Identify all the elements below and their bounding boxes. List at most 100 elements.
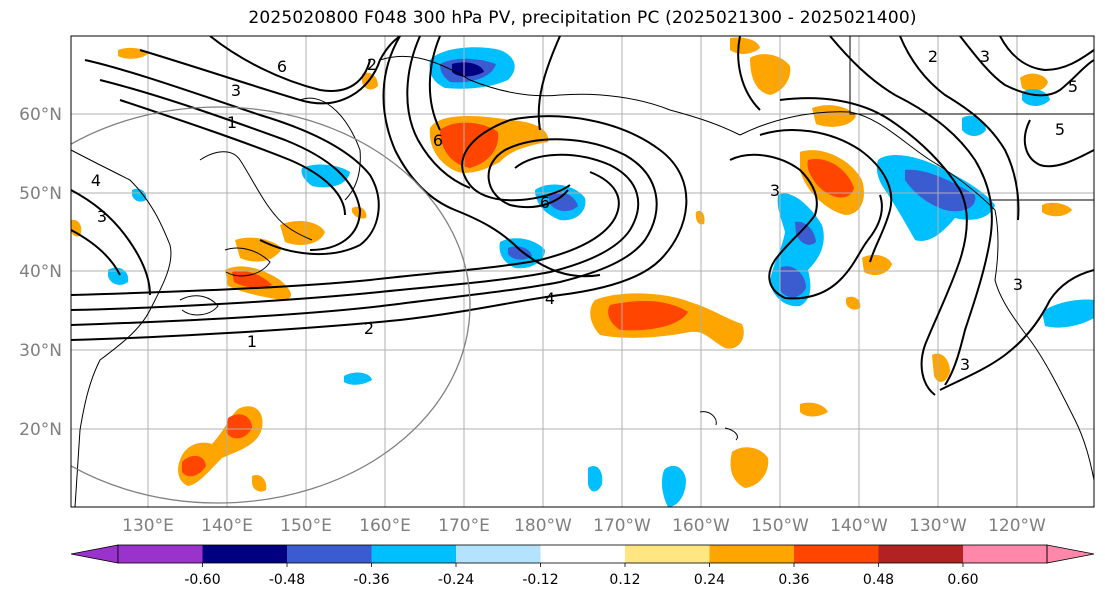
contour-label: 2 (364, 319, 374, 338)
colorbar-segment (202, 545, 287, 563)
grid-lines (71, 36, 1094, 507)
colorbar-tick-label: 0.48 (863, 572, 894, 588)
colorbar-segment (287, 545, 372, 563)
lon-label: 150°E (280, 516, 332, 536)
colorbar-segment (540, 545, 625, 563)
contour-label: 5 (1055, 120, 1065, 139)
anomaly-patch (508, 246, 532, 260)
positive-anomalies (71, 37, 1072, 492)
lon-label: 160°E (359, 516, 411, 536)
anomaly-patch (780, 266, 806, 298)
colorbar-tick-label: 0.24 (694, 572, 725, 588)
colorbar-segment (118, 545, 203, 563)
contour-label: 1 (227, 113, 237, 132)
negative-anomalies (108, 47, 1094, 507)
lon-label: 140°W (830, 516, 888, 536)
colorbar-segment (456, 545, 541, 563)
anomaly-patch (1042, 202, 1072, 217)
anomaly-patch (548, 191, 578, 212)
anomaly-patch (344, 372, 372, 385)
contour-label: 5 (1068, 77, 1078, 96)
contour-label: 3 (960, 355, 970, 374)
lat-label: 20°N (19, 420, 62, 440)
anomaly-patch (730, 447, 769, 488)
colorbar-tick-label: -0.24 (438, 572, 474, 588)
lat-label: 60°N (19, 105, 62, 125)
anomaly-patch (280, 220, 325, 245)
lat-label: 40°N (19, 262, 62, 282)
longitude-labels: 130°E 140°E 150°E 160°E 170°E 180°W 170°… (122, 516, 1046, 536)
anomaly-patch (108, 267, 129, 285)
lat-label: 50°N (19, 184, 62, 204)
anomaly-patch (795, 221, 816, 245)
anomaly-patch (182, 455, 206, 477)
lon-label: 120°W (988, 516, 1046, 536)
map-frame (70, 35, 1095, 508)
colorbar-tick-label: -0.48 (269, 572, 305, 588)
anomaly-patch (608, 300, 688, 331)
contour-label: 6 (277, 57, 287, 76)
radius-circle (71, 106, 471, 504)
lon-label: 150°W (751, 516, 809, 536)
colorbar-segment (709, 545, 794, 563)
contour-label: 3 (231, 81, 241, 100)
contour-label: 4 (91, 171, 101, 190)
anomaly-patch (252, 474, 267, 492)
anomaly-patch (862, 254, 892, 276)
anomaly-patch (905, 169, 976, 212)
colorbar: -0.60 -0.48 -0.36 -0.24 -0.12 0.12 0.24 … (70, 544, 1095, 588)
anomaly-patch (232, 270, 272, 288)
chart-title: 2025020800 F048 300 hPa PV, precipitatio… (248, 8, 917, 28)
anomaly-patch (132, 188, 147, 202)
coastlines (71, 36, 1094, 507)
anomaly-patch (452, 62, 484, 77)
colorbar-tick-label: 0.12 (609, 572, 640, 588)
lon-label: 140°E (201, 516, 253, 536)
contour-label: 6 (540, 193, 550, 212)
colorbar-segment (794, 545, 879, 563)
contour-label: 4 (545, 289, 555, 308)
lon-label: 170°E (438, 516, 490, 536)
colorbar-tick-label: -0.12 (522, 572, 558, 588)
anomaly-patch (661, 465, 686, 507)
contour-label: 3 (770, 181, 780, 200)
lon-label: 170°W (593, 516, 651, 536)
latitude-labels: 60°N 50°N 40°N 30°N 20°N (19, 105, 62, 440)
anomaly-patch (812, 105, 856, 127)
anomaly-patch (846, 296, 861, 310)
pv-contours (71, 36, 1094, 396)
contour-label: 2 (367, 55, 377, 74)
contour-label: 3 (980, 47, 990, 66)
colorbar-extend-min (70, 544, 119, 564)
lat-label: 30°N (19, 341, 62, 361)
contour-label: 6 (433, 131, 443, 150)
contour-label: 2 (928, 47, 938, 66)
lon-label: 180°W (514, 516, 572, 536)
anomaly-patch (226, 414, 252, 439)
anomaly-patch (588, 465, 603, 492)
anomaly-patch (807, 159, 854, 198)
contour-labels: 1 2 4 3 4 1 3 6 2 6 6 3 2 3 5 5 3 3 (91, 47, 1078, 374)
precip-shading (71, 37, 1094, 507)
anomaly-patch (800, 402, 828, 417)
anomaly-patch (695, 210, 705, 225)
colorbar-segment (625, 545, 710, 563)
colorbar-tick-label: -0.60 (184, 572, 220, 588)
anomaly-patch (1042, 299, 1094, 328)
colorbar-segment (878, 545, 963, 563)
colorbar-extend-max (1046, 544, 1095, 564)
lon-label: 130°W (909, 516, 967, 536)
colorbar-segment (963, 545, 1047, 563)
lon-label: 160°W (672, 516, 730, 536)
contour-label: 1 (247, 332, 257, 351)
colorbar-tick-label: 0.36 (778, 572, 809, 588)
colorbar-segment (371, 545, 456, 563)
contour-label: 3 (1013, 275, 1023, 294)
lon-label: 130°E (122, 516, 174, 536)
colorbar-frame (117, 544, 1048, 564)
colorbar-tick-label: -0.36 (353, 572, 389, 588)
anomaly-patch (1020, 73, 1048, 92)
anomaly-patch (932, 353, 950, 382)
colorbar-tick-label: 0.60 (947, 572, 978, 588)
